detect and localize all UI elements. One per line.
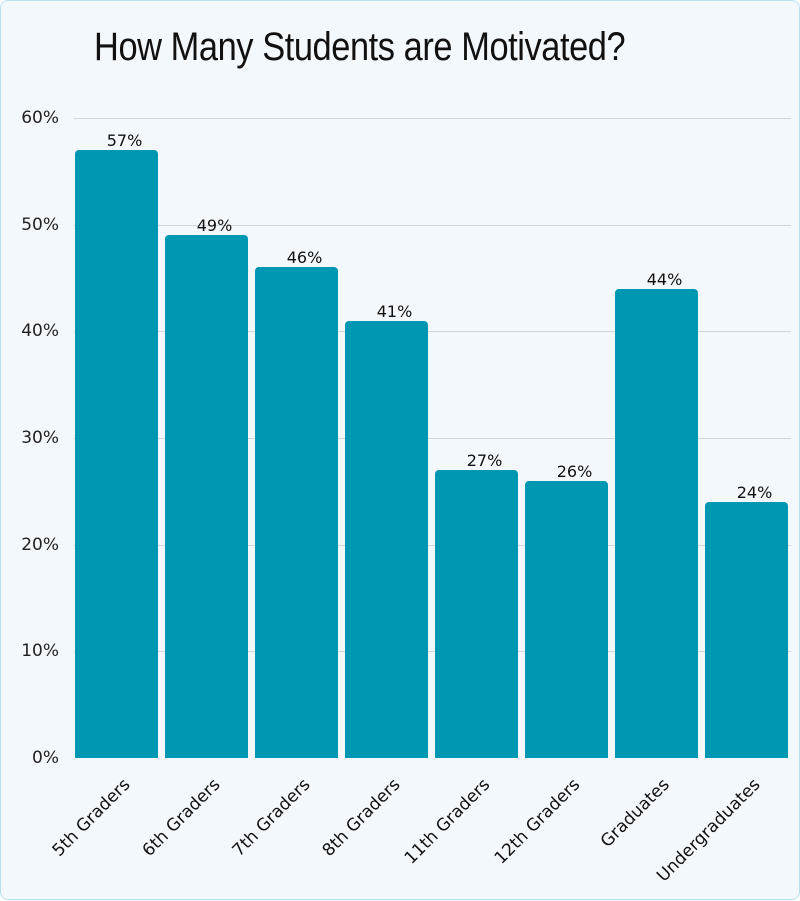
x-tick-label: 7th Graders [228, 774, 315, 861]
bar-value-label: 57% [106, 131, 143, 150]
bar-value-label: 46% [286, 248, 323, 268]
y-tick-label: 10% [21, 641, 59, 662]
y-tick-label: 40% [21, 321, 59, 342]
y-tick-label: 30% [21, 428, 59, 448]
bar-value-label: 49% [196, 216, 233, 236]
gridline [74, 118, 791, 119]
gridline [74, 224, 791, 226]
bar-value-label: 27% [466, 451, 503, 470]
x-tick-label: 8th Graders [318, 774, 405, 861]
gridline [74, 331, 791, 333]
bar-value-label: 24% [736, 483, 773, 502]
y-tick-label: 20% [21, 534, 59, 555]
bar [255, 267, 338, 758]
y-tick-label: 60% [21, 108, 59, 128]
x-tick-label: Graduates [597, 774, 675, 852]
bar [525, 480, 608, 758]
bar [345, 320, 428, 758]
y-tick-label: 0% [32, 748, 59, 768]
bar [165, 235, 248, 758]
x-tick-label: 11th Graders [400, 774, 495, 869]
gridline [74, 651, 791, 653]
chart-title: How Many Students are Motivated? [94, 25, 626, 69]
bar-value-label: 41% [376, 301, 413, 321]
x-tick-label: 12th Graders [490, 774, 585, 869]
gridline [74, 438, 791, 439]
bar-value-label: 26% [556, 461, 593, 481]
bar [705, 502, 788, 758]
x-tick-label: 6th Graders [138, 774, 225, 861]
bar [435, 470, 518, 758]
gridline [74, 544, 791, 546]
x-tick-label: 5th Graders [48, 774, 135, 861]
bar-value-label: 44% [646, 269, 683, 289]
bar [615, 288, 698, 758]
bar [75, 150, 158, 758]
y-tick-label: 50% [21, 214, 59, 235]
